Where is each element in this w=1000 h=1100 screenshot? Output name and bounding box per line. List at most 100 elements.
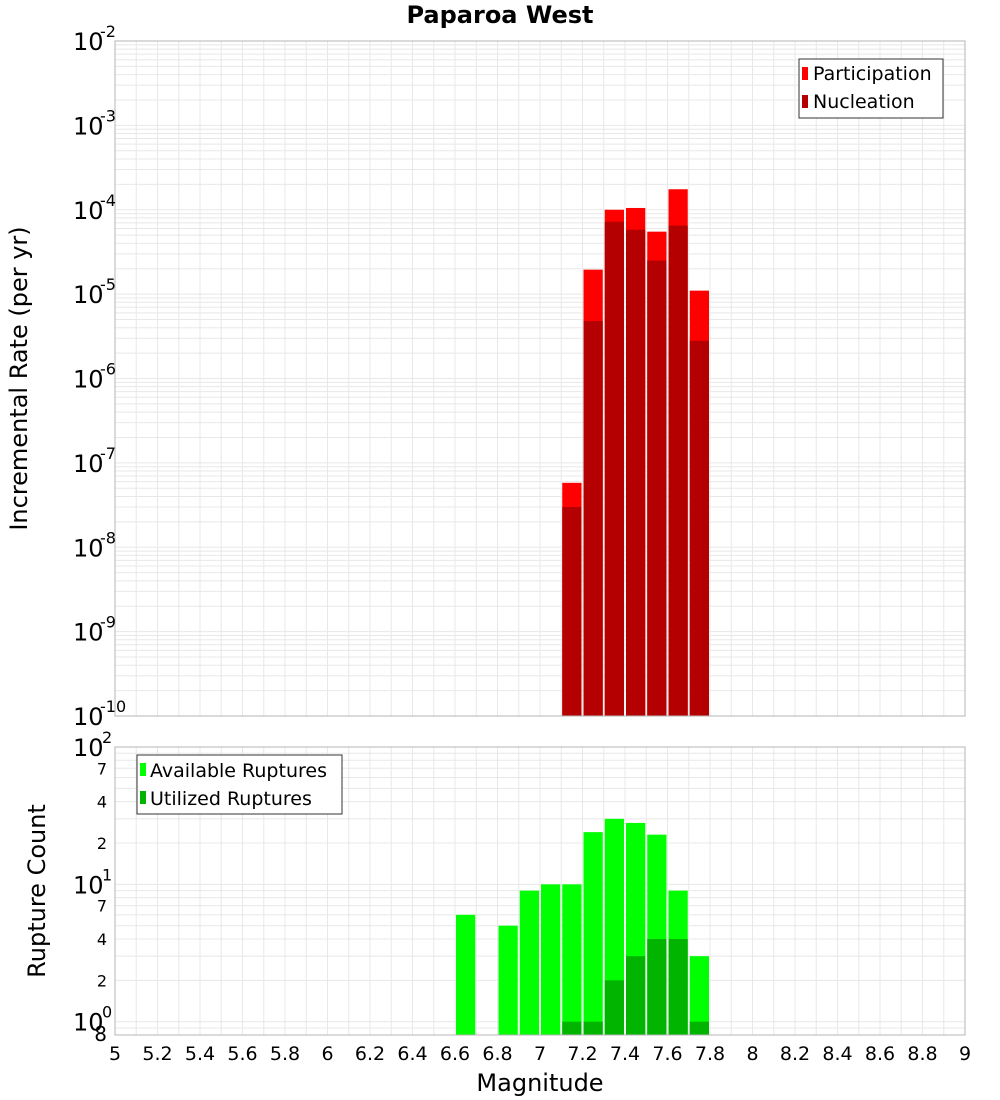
available-ruptures-bar [689,956,709,1035]
x-tick-label: 8.4 [822,1043,852,1065]
utilized-ruptures-bar [647,939,667,1035]
y-tick-label: 10-9 [73,613,116,647]
x-tick-label: 6.6 [440,1043,470,1065]
legend-label-utilized: Utilized Ruptures [150,788,312,810]
legend-label-nucleation: Nucleation [813,91,915,113]
utilized-ruptures-bar [583,1021,603,1035]
available-ruptures-bar [498,925,518,1035]
utilized-ruptures-bar [626,956,646,1035]
y-tick-label: 10-8 [73,528,116,562]
y-tick-base: 10 [73,703,104,731]
nucleation-bar [604,221,624,716]
y-tick-exponent: -5 [100,275,116,294]
y-tick-base: 10 [73,450,104,478]
y-tick-exponent: -9 [100,613,116,632]
available-ruptures-bar [456,914,476,1035]
nucleation-bar [562,506,582,716]
legend-swatch-available [140,763,146,776]
x-tick-label: 5.8 [270,1043,300,1065]
chart-title: Paparoa West [406,1,593,29]
y-tick-label: 10-2 [73,22,116,56]
legend-box [798,58,944,119]
y-minor-tick-label: 2 [97,834,107,853]
y-minor-tick-label: 8 [94,1022,107,1046]
y-tick-base: 10 [73,281,104,309]
top-plot-gridlines [114,41,966,717]
y-tick-exponent: 2 [102,728,112,747]
bottom-plot-area [114,746,966,1036]
y-tick-label: 10-4 [73,191,116,225]
y-minor-tick-label: 4 [97,930,107,949]
x-tick-label: 6.8 [482,1043,512,1065]
y-tick-exponent: 0 [102,1003,112,1022]
x-tick-label: 7.6 [652,1043,682,1065]
y-tick-label: 10-10 [73,697,126,731]
y-tick-exponent: -4 [100,191,116,210]
nucleation-bar [689,340,709,716]
x-tick-label: 7.2 [567,1043,597,1065]
x-tick-label: 7.4 [610,1043,640,1065]
x-tick-label: 6 [321,1043,333,1065]
legend-swatch-nucleation [802,95,808,108]
available-ruptures-bar [519,890,539,1035]
nucleation-bar [626,229,646,717]
y-tick-base: 10 [73,871,104,899]
y-tick-base: 10 [73,366,104,394]
y-tick-label: 10-5 [73,275,116,309]
y-tick-base: 10 [73,1009,104,1037]
y-tick-exponent: -2 [100,22,116,41]
y-tick-base: 10 [73,534,104,562]
available-ruptures-bar [583,832,603,1035]
top-plot-legend: Participation Nucleation [798,58,944,119]
utilized-ruptures-bar [604,980,624,1035]
x-axis-tick-labels: 5 5.2 5.4 5.6 5.8 6 6.2 6.4 6.6 6.8 7 7.2 7.4 7.6 7.8 8… [109,1043,971,1065]
bottom-plot-legend: Available Ruptures Utilized Ruptures [136,754,343,815]
y-tick-base: 10 [73,734,104,762]
x-tick-label: 5 [109,1043,121,1065]
legend-label-available: Available Ruptures [150,760,327,782]
y-minor-tick-label: 4 [97,793,107,812]
top-plot-area [114,40,966,717]
x-tick-label: 7.8 [695,1043,725,1065]
bottom-y-axis-label: Rupture Count [23,804,51,978]
y-tick-base: 10 [73,112,104,140]
x-tick-label: 7 [534,1043,546,1065]
x-tick-label: 6.2 [355,1043,385,1065]
y-tick-base: 10 [73,619,104,647]
y-tick-exponent: -8 [100,528,116,547]
y-tick-label: 100 [73,1003,112,1037]
available-ruptures-bar [541,884,561,1035]
nucleation-bar [668,225,688,716]
y-tick-exponent: -6 [100,360,116,379]
y-tick-exponent: 1 [102,865,112,884]
nucleation-bar [647,260,667,716]
top-y-axis-label: Incremental Rate (per yr) [5,226,33,530]
bottom-plot-bars [456,818,709,1035]
x-tick-label: 5.2 [142,1043,172,1065]
available-ruptures-bar [562,884,582,1035]
top-plot-bars [562,189,709,717]
legend-box [136,754,343,815]
y-minor-tick-label: 7 [97,759,107,778]
x-tick-label: 5.6 [227,1043,257,1065]
legend-swatch-participation [802,67,808,80]
utilized-ruptures-bar [668,939,688,1035]
y-minor-tick-label: 2 [97,971,107,990]
utilized-ruptures-bar [562,1021,582,1035]
y-tick-exponent: -3 [100,106,116,125]
y-tick-exponent: -10 [100,697,126,716]
y-tick-label: 10-3 [73,106,116,140]
x-tick-label: 8.2 [780,1043,810,1065]
y-tick-exponent: -7 [100,444,116,463]
legend-swatch-utilized [140,791,146,804]
y-minor-tick-label: 7 [97,897,107,916]
x-tick-label: 8.8 [907,1043,937,1065]
utilized-ruptures-bar [689,1021,709,1035]
x-tick-label: 5.4 [185,1043,215,1065]
y-tick-label: 10-6 [73,360,116,394]
y-tick-label: 101 [73,865,112,899]
